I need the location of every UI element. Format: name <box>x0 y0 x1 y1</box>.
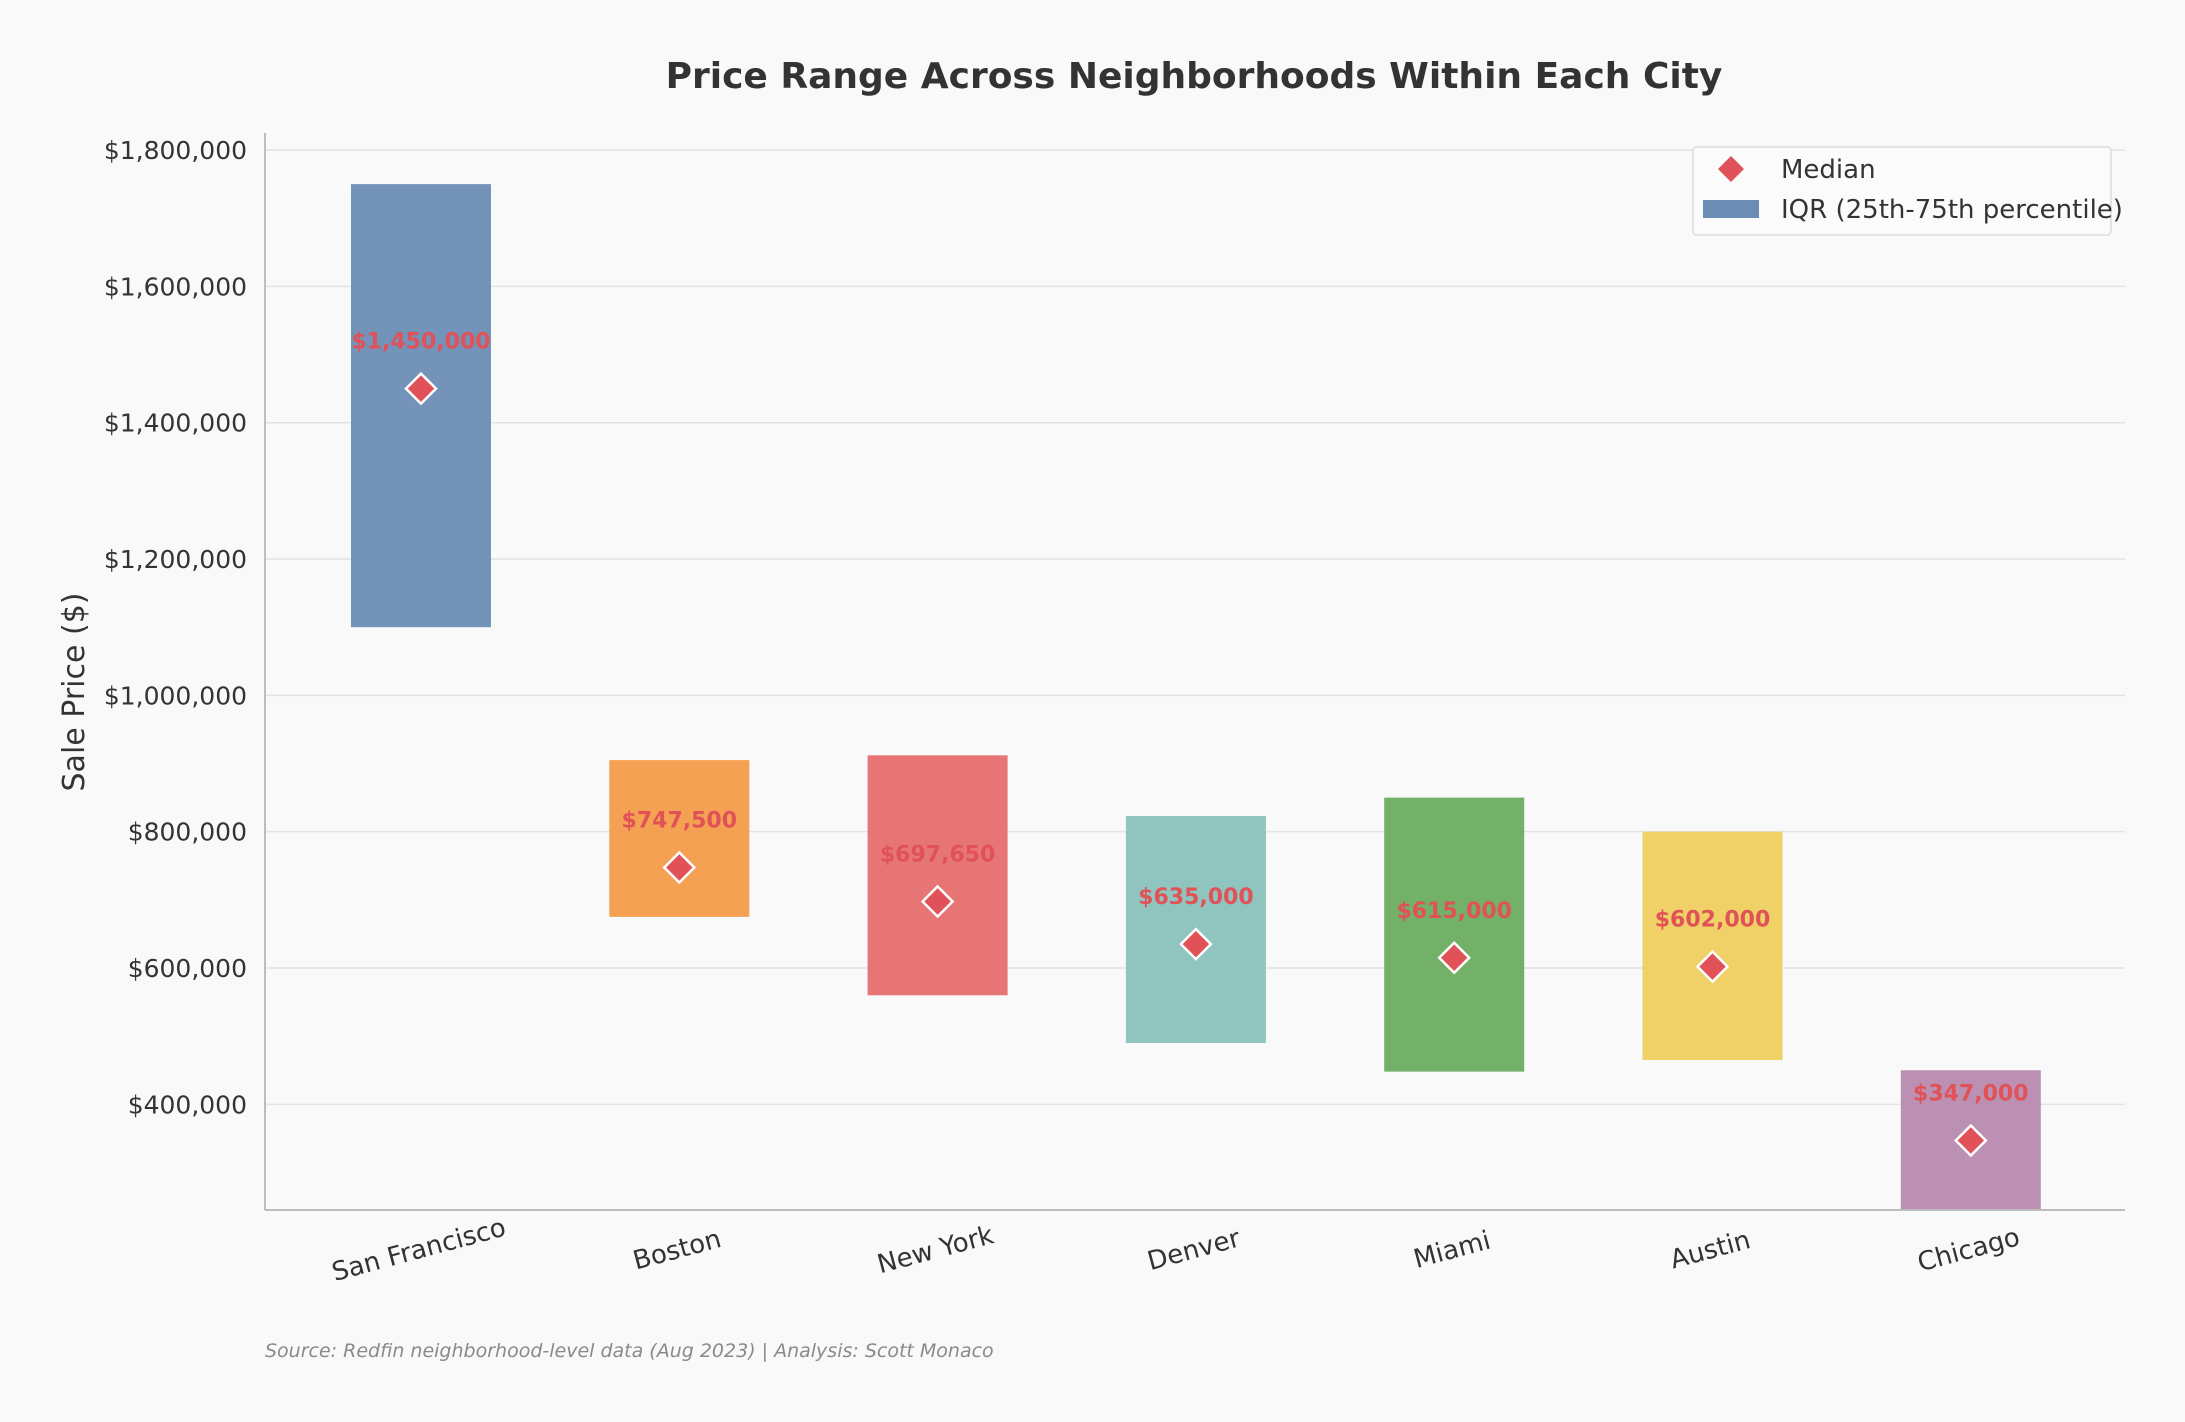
legend: Median IQR (25th-75th percentile) <box>1692 146 2123 236</box>
y-tick-label: $800,000 <box>128 818 247 847</box>
y-tick-labels: $400,000 $600,000 $800,000 $1,000,000 $1,200… <box>104 136 247 1119</box>
y-tick-label: $1,800,000 <box>104 136 247 165</box>
legend-box <box>1692 146 2112 236</box>
iqr-bar <box>609 760 750 917</box>
chart-title: Price Range Across Neighborhoods Within … <box>666 56 1723 97</box>
median-label: $347,000 <box>1913 1081 2029 1106</box>
iqr-bar <box>1642 831 1783 1061</box>
y-tick-label: $600,000 <box>128 954 247 983</box>
legend-label: IQR (25th-75th percentile) <box>1781 195 2123 225</box>
iqr-bar <box>351 184 491 628</box>
median-marker <box>1179 927 1213 961</box>
y-axis-label: Sale Price ($) <box>57 593 92 792</box>
legend-iqr-swatch <box>1703 200 1759 218</box>
axes <box>264 133 2125 1211</box>
y-tick-label: $1,200,000 <box>104 545 247 574</box>
y-tick-label: $1,000,000 <box>104 681 247 710</box>
legend-median-swatch <box>1718 156 1744 182</box>
source-note: Source: Redfin neighborhood-level data (… <box>265 1340 994 1362</box>
median-marker <box>920 884 955 919</box>
median-label: $747,500 <box>622 808 738 833</box>
median-marker <box>404 371 438 406</box>
iqr-bars <box>351 184 2041 1210</box>
median-marker <box>1695 949 1730 984</box>
iqr-bar <box>867 755 1008 996</box>
iqr-bar <box>1384 797 1525 1072</box>
median-label: $635,000 <box>1138 885 1254 910</box>
median-marker <box>1954 1123 1988 1158</box>
y-tick-label: $1,600,000 <box>104 272 247 301</box>
median-labels: $1,450,000 $747,500 $697,650 $635,000 $615,0… <box>351 330 2028 1107</box>
y-tick-label: $1,400,000 <box>104 409 247 438</box>
median-label: $697,650 <box>880 842 996 867</box>
median-label: $615,000 <box>1396 899 1512 924</box>
median-marker <box>1437 941 1471 975</box>
median-markers <box>404 371 1988 1158</box>
legend-label: Median <box>1781 155 1876 185</box>
median-label: $1,450,000 <box>351 330 490 355</box>
median-label: $602,000 <box>1655 908 1771 933</box>
median-marker <box>662 850 697 885</box>
y-tick-label: $400,000 <box>128 1090 247 1119</box>
